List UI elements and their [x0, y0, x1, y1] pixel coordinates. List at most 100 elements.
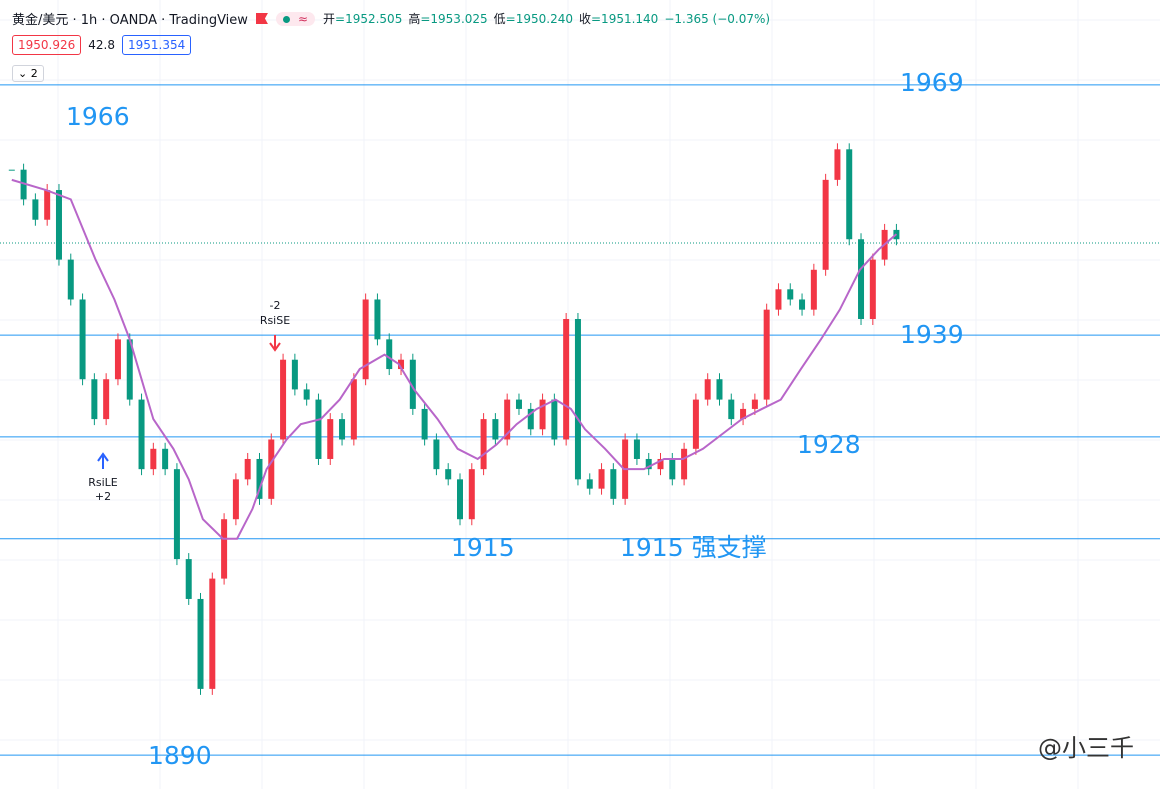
candle [504, 399, 511, 440]
candle [339, 419, 346, 440]
candle [763, 309, 770, 400]
ohlc-value: =1953.025 [420, 12, 488, 26]
candle [103, 379, 110, 420]
candle [79, 299, 86, 380]
sell-price[interactable]: 1950.926 [12, 35, 82, 55]
candle [20, 169, 27, 200]
spread: 42.8 [88, 38, 115, 52]
candle [492, 419, 499, 440]
signal-count: +2 [95, 490, 111, 503]
candle [586, 479, 593, 489]
candle [728, 399, 735, 420]
candle [55, 190, 62, 260]
candle [740, 408, 747, 420]
level-annotation: 1969 [900, 68, 964, 97]
candle [8, 169, 15, 171]
buy-price[interactable]: 1951.354 [121, 35, 192, 55]
layers-toggle[interactable]: ⌄ 2 [12, 65, 44, 82]
symbol[interactable]: 黄金/美元 · 1h · OANDA · TradingView [12, 13, 248, 28]
candle [67, 259, 74, 300]
ohlc-label: 开 [323, 12, 336, 26]
level-annotation: 1915 强支撑 [620, 533, 767, 562]
candle [751, 399, 758, 409]
candle [268, 439, 275, 499]
candle [669, 458, 676, 480]
candle [704, 379, 711, 400]
candle [787, 289, 794, 300]
candle [574, 318, 581, 480]
candle [44, 190, 51, 220]
candle [810, 269, 817, 310]
ohlc-value: =1952.505 [335, 12, 403, 26]
candle [834, 149, 841, 180]
candle [114, 339, 121, 380]
candle [256, 458, 263, 499]
candle [858, 239, 865, 319]
candle [657, 458, 664, 470]
candle [692, 399, 699, 449]
signal-count: -2 [270, 299, 281, 312]
ohlc-value: =1950.240 [505, 12, 573, 26]
prices: 1950.926 42.8 1951.354 [12, 35, 192, 55]
candle [846, 149, 853, 240]
candle [539, 399, 546, 430]
candle [799, 299, 806, 310]
level-annotation: 1928 [797, 430, 861, 459]
candle [291, 359, 298, 390]
candle [610, 469, 617, 499]
candle [209, 578, 216, 689]
candle [515, 399, 522, 409]
candle [162, 448, 169, 470]
candle [421, 408, 428, 440]
candle [374, 299, 381, 340]
signal-arrow [97, 452, 109, 469]
flag[interactable] [255, 13, 268, 24]
ohlc-label: 收 [578, 12, 591, 26]
layers-count: 2 [30, 67, 38, 80]
ohlc-value: =1951.140 [591, 12, 659, 26]
candle [445, 469, 452, 480]
candle [138, 399, 145, 470]
signal-name: RsiLE [88, 476, 118, 489]
candle [645, 458, 652, 470]
candle [468, 469, 475, 520]
candle [457, 479, 463, 520]
candle [173, 469, 180, 560]
candle [386, 339, 393, 370]
candle [350, 379, 357, 440]
status-pill[interactable]: ≈ [275, 11, 315, 26]
candle [598, 469, 605, 489]
level-annotation: 1890 [148, 741, 212, 770]
candle [91, 379, 98, 420]
candle [232, 479, 239, 520]
candle [398, 359, 405, 370]
signal-name: RsiSE [260, 314, 290, 327]
candle [362, 299, 369, 380]
candle [681, 448, 688, 480]
ohlc: 开=1952.505 高=1953.025 低=1950.240 收=1951.140… [323, 10, 770, 27]
watermark: @小三千 [1038, 734, 1134, 762]
candle [822, 179, 829, 270]
level-annotation: 1939 [900, 320, 964, 349]
candle [150, 448, 157, 470]
candle [869, 259, 876, 319]
candle [303, 389, 310, 400]
header: 黄金/美元 · 1h · OANDA · TradingView ≈ 开=195… [12, 9, 770, 28]
candle [221, 519, 228, 579]
level-annotation: 1915 [451, 533, 515, 562]
change: −1.365 (−0.07%) [664, 12, 771, 26]
candle [527, 408, 534, 430]
candle [315, 399, 322, 459]
candle [551, 399, 558, 440]
moving-average [11, 178, 898, 540]
ohlc-label: 高 [408, 12, 421, 26]
candle [244, 458, 251, 480]
candle [433, 439, 440, 470]
candle [197, 598, 204, 689]
candle [563, 318, 570, 440]
candle [409, 359, 416, 409]
candle [716, 379, 723, 400]
candle [633, 439, 640, 459]
